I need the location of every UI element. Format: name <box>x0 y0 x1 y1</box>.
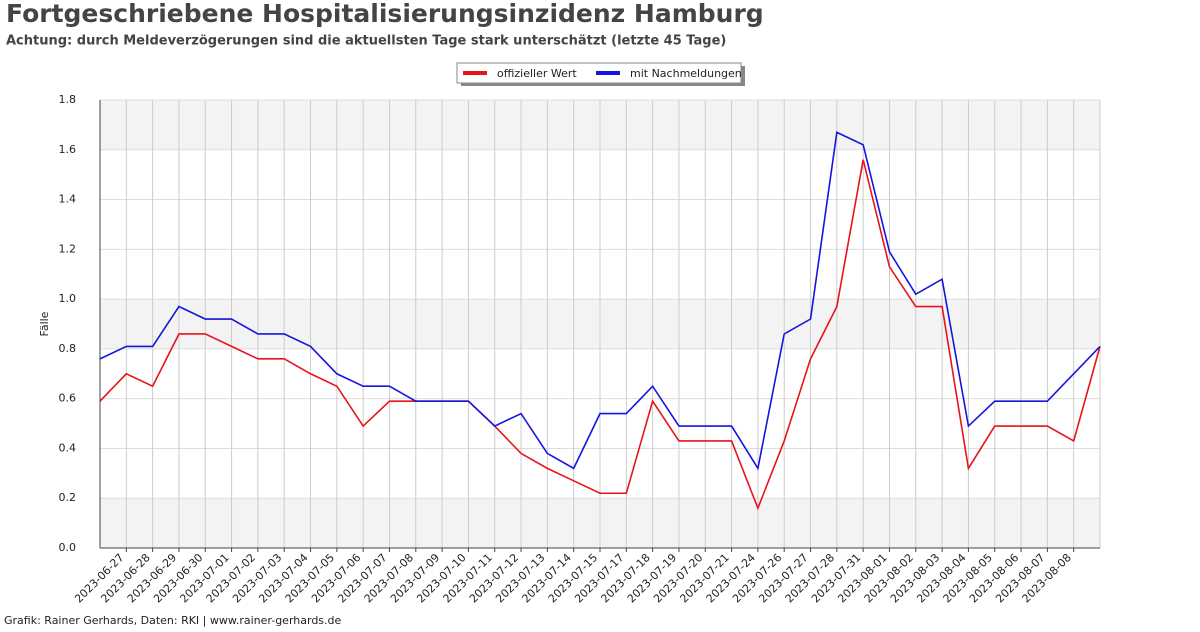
y-tick-label: 0.0 <box>59 541 77 554</box>
y-tick-label: 1.0 <box>59 292 77 305</box>
y-tick-label: 0.4 <box>59 441 77 454</box>
legend-label: offizieller Wert <box>497 67 577 80</box>
y-tick-label: 0.6 <box>59 392 77 405</box>
y-tick-label: 1.2 <box>59 242 77 255</box>
y-tick-label: 1.6 <box>59 143 77 156</box>
chart-subtitle: Achtung: durch Meldeverzögerungen sind d… <box>6 34 726 49</box>
y-tick-label: 0.8 <box>59 342 77 355</box>
y-tick-label: 1.8 <box>59 93 77 106</box>
legend-label: mit Nachmeldungen <box>630 67 742 80</box>
y-tick-label: 1.4 <box>59 193 77 206</box>
series-line <box>99 159 1101 511</box>
legend-swatch <box>596 71 620 75</box>
y-tick-label: 0.2 <box>59 491 77 504</box>
series-line <box>99 131 1101 471</box>
legend-swatch <box>463 71 487 75</box>
footer: Grafik: Rainer Gerhards, Daten: RKI | ww… <box>4 614 342 627</box>
y-axis-label: Fälle <box>38 311 51 336</box>
chart-title: Fortgeschriebene Hospitalisierungsinzide… <box>6 0 764 28</box>
